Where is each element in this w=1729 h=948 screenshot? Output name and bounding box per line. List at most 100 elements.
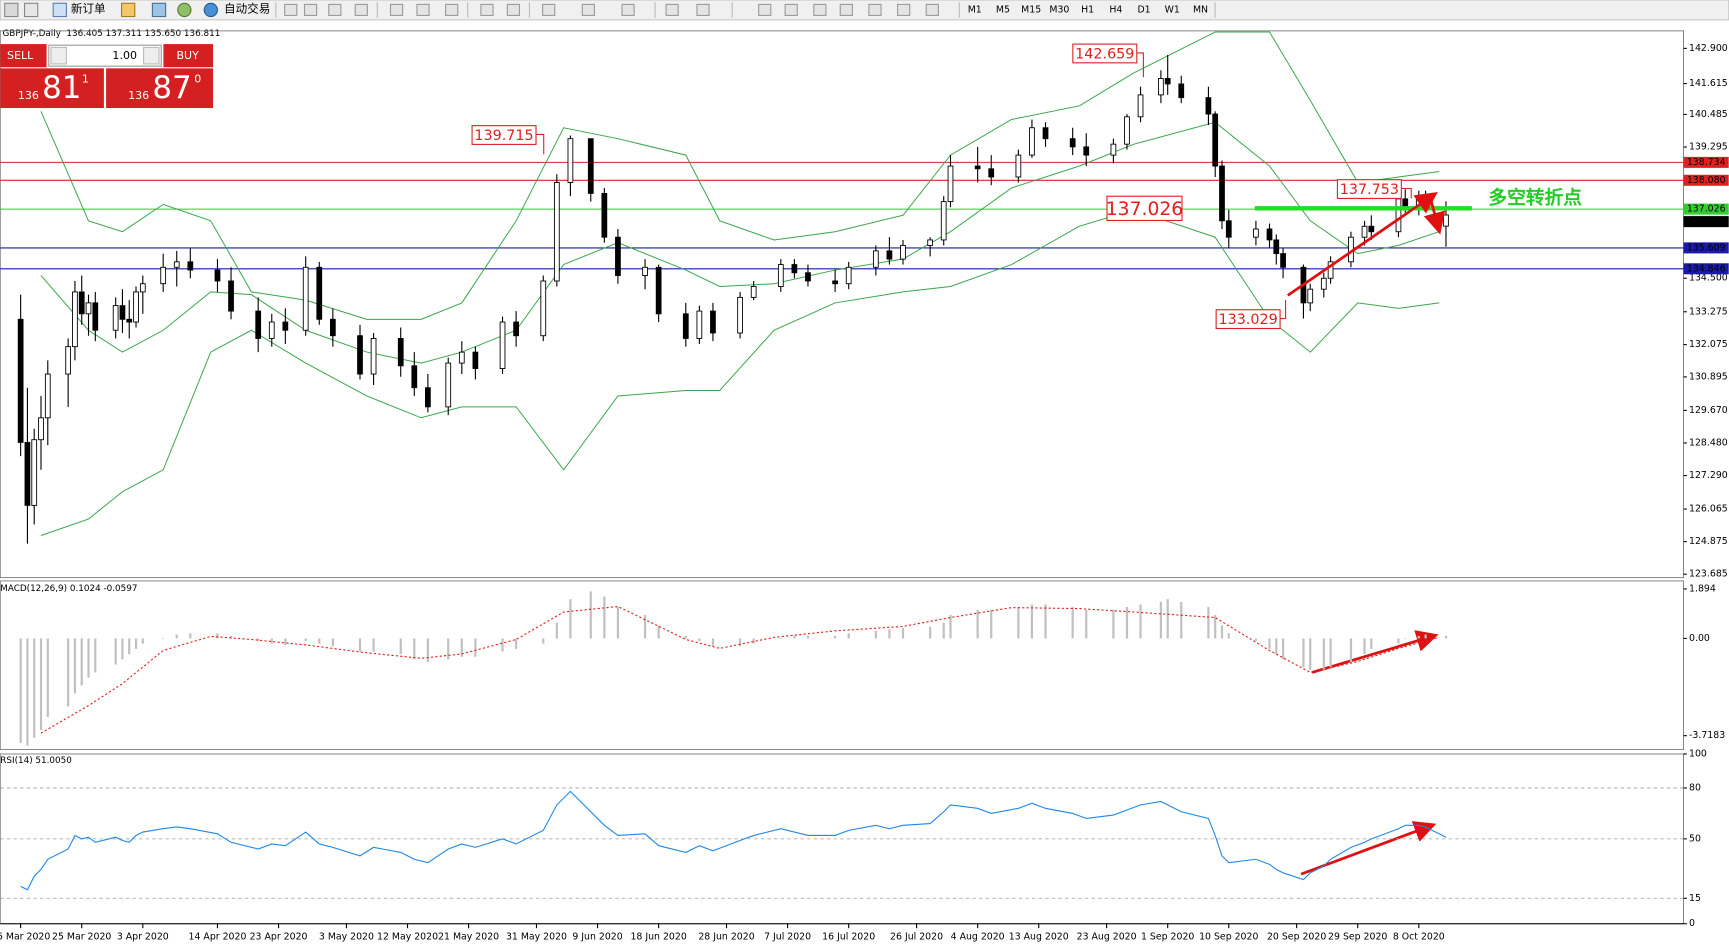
macd-bar [1227,633,1230,639]
y-tick-label: 100 [1689,748,1707,759]
tool-icon[interactable] [784,3,798,16]
candle-body [1253,228,1259,238]
tool-icon[interactable] [445,3,459,16]
y-tick-label: 129.670 [1689,405,1728,416]
lots-up[interactable] [143,46,160,65]
x-tick-label: 3 Apr 2020 [117,931,169,942]
tool-icon[interactable] [389,3,404,16]
tool-icon[interactable] [480,3,494,16]
y-tick-label: 123.685 [1689,569,1728,580]
timeframe-button[interactable]: H4 [1109,4,1122,15]
macd-bar [834,635,837,639]
candle-body [17,318,24,443]
y-tick-label: 133.275 [1689,306,1728,317]
candle-body [737,296,743,334]
candle-body [805,272,811,282]
macd-bar [474,638,477,657]
lots-down[interactable] [50,46,67,65]
timeframe-button[interactable]: M15 [1021,4,1041,15]
candle-body [777,264,784,287]
sell-button[interactable] [0,44,47,68]
macd-bar [1268,638,1271,649]
macd-bar [1370,638,1373,649]
auto-trading-icon[interactable] [203,2,218,18]
tool-icon[interactable] [813,3,827,16]
candle-body [370,338,377,375]
tool-icon[interactable] [284,3,298,16]
macd-label: MACD(12,26,9) 0.1024 -0.0597 [0,584,137,594]
macd-bar [87,638,90,678]
macd-bar [318,638,321,644]
macd-bar [19,638,22,744]
price-annotation: 142.659 [1075,47,1134,63]
candle-body [44,373,51,419]
candle-body [1083,146,1090,156]
x-tick-label: 23 Aug 2020 [1077,931,1137,942]
annotation-leader [1280,299,1287,320]
timeframe-button[interactable]: MN [1193,4,1208,15]
toolbar-icons: M1 M5 M15 M30 H1 H4 D1 W1 MN [275,2,1216,18]
icon[interactable] [4,2,19,18]
one-click-trading: SELL 1.00 BUY 136 81 1 136 87 0 [0,44,214,109]
timeframe-button[interactable]: M1 [968,4,982,15]
tool-icon[interactable] [868,3,882,16]
candle-body [1158,78,1164,96]
timeframe-button[interactable]: H1 [1081,4,1094,15]
timeframe-button[interactable]: M5 [996,4,1010,15]
y-tick-label: 15 [1689,893,1701,904]
timeframe-button[interactable]: W1 [1165,4,1180,15]
candle-body [65,346,72,375]
tool-icon[interactable] [354,3,368,16]
new-order-icon[interactable] [52,2,67,18]
macd-bar [1166,599,1169,639]
macd-bar [26,638,29,746]
lots-value[interactable]: 1.00 [112,49,137,62]
macd-bar [46,638,49,717]
candle-body [1042,127,1049,140]
macd-bar [684,635,687,639]
auto-trading-button[interactable]: 自动交易 [224,1,270,15]
tool-icon[interactable] [758,3,772,16]
tool-icon[interactable] [506,3,521,16]
icon[interactable] [23,2,39,18]
y-tick-label: 132.075 [1689,339,1728,350]
tool-icon[interactable] [542,3,556,16]
macd-bar [270,638,273,644]
y-tick-label: 140.485 [1689,109,1728,120]
icon[interactable] [120,2,136,18]
candle-body [513,321,519,337]
tool-icon[interactable] [621,3,635,16]
timeframe-button[interactable]: D1 [1137,4,1150,15]
price-annotation: 133.029 [1218,312,1277,328]
candle-body [214,269,221,282]
candle-body [85,302,92,315]
tool-icon[interactable] [839,3,853,16]
tool-icon[interactable] [416,3,430,16]
tool-icon[interactable] [303,3,318,16]
tool-icon[interactable] [925,3,939,16]
buy-label[interactable]: BUY [176,49,199,62]
sell-label[interactable]: SELL [7,49,34,62]
macd-bar [1322,638,1325,670]
macd-bar [990,609,993,639]
sell-price-box[interactable] [0,68,104,109]
candle-body [1266,228,1273,241]
tool-icon[interactable] [581,3,595,16]
lots-input[interactable] [48,44,162,67]
icon[interactable] [177,2,192,18]
candle-body [832,280,838,285]
y-tick-label: 134.500 [1689,273,1728,284]
tool-icon[interactable] [897,3,911,16]
buy-price-box[interactable] [106,68,214,109]
timeframe-button[interactable]: M30 [1049,4,1069,15]
y-tick-label: 141.615 [1689,78,1728,89]
new-order-button[interactable]: 新订单 [71,1,106,15]
tool-icon[interactable] [696,3,710,16]
icon[interactable] [151,2,167,18]
buy-button[interactable] [163,44,214,68]
tool-icon[interactable] [328,3,342,16]
candle-body [655,266,662,315]
macd-bar [779,638,782,640]
tool-icon[interactable] [665,3,679,16]
